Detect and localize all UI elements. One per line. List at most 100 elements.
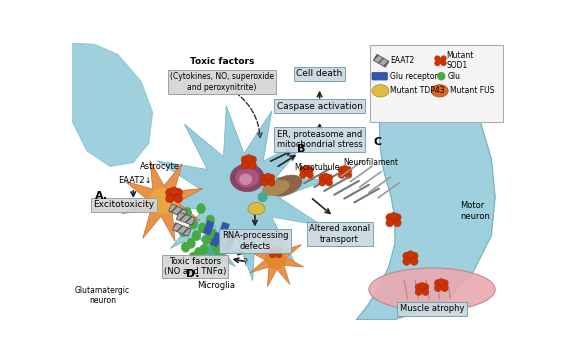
Ellipse shape bbox=[270, 247, 276, 253]
Ellipse shape bbox=[422, 289, 429, 295]
Ellipse shape bbox=[182, 242, 190, 252]
Ellipse shape bbox=[389, 212, 397, 220]
Text: Astrocyte: Astrocyte bbox=[140, 162, 180, 171]
Ellipse shape bbox=[322, 177, 329, 183]
Ellipse shape bbox=[406, 255, 414, 262]
Ellipse shape bbox=[276, 247, 282, 253]
Ellipse shape bbox=[266, 249, 285, 269]
Text: Glutamatergic
neuron: Glutamatergic neuron bbox=[75, 286, 130, 306]
Ellipse shape bbox=[214, 235, 220, 241]
Ellipse shape bbox=[174, 188, 183, 197]
Ellipse shape bbox=[300, 167, 306, 173]
Text: B: B bbox=[297, 144, 306, 154]
FancyBboxPatch shape bbox=[372, 73, 387, 80]
Ellipse shape bbox=[326, 179, 333, 186]
Ellipse shape bbox=[403, 258, 410, 265]
FancyBboxPatch shape bbox=[224, 234, 235, 249]
Ellipse shape bbox=[437, 73, 445, 80]
Ellipse shape bbox=[422, 284, 429, 290]
Ellipse shape bbox=[202, 234, 211, 244]
Text: Cell death: Cell death bbox=[297, 69, 343, 78]
Ellipse shape bbox=[183, 208, 192, 218]
Ellipse shape bbox=[431, 85, 448, 97]
Ellipse shape bbox=[345, 167, 352, 173]
Ellipse shape bbox=[435, 56, 440, 61]
Ellipse shape bbox=[389, 216, 397, 224]
Ellipse shape bbox=[197, 204, 205, 214]
Ellipse shape bbox=[245, 155, 252, 162]
Ellipse shape bbox=[319, 174, 326, 181]
Ellipse shape bbox=[410, 252, 418, 260]
Ellipse shape bbox=[435, 60, 440, 66]
Ellipse shape bbox=[270, 252, 276, 258]
Ellipse shape bbox=[230, 164, 264, 192]
Text: Toxic factors: Toxic factors bbox=[189, 57, 254, 66]
Ellipse shape bbox=[441, 56, 446, 61]
Ellipse shape bbox=[403, 252, 410, 260]
Ellipse shape bbox=[215, 250, 224, 260]
Ellipse shape bbox=[241, 156, 249, 164]
FancyBboxPatch shape bbox=[370, 45, 503, 122]
Ellipse shape bbox=[419, 283, 425, 289]
Ellipse shape bbox=[174, 194, 183, 203]
Ellipse shape bbox=[170, 187, 178, 195]
Ellipse shape bbox=[326, 174, 333, 181]
Ellipse shape bbox=[338, 172, 345, 178]
Ellipse shape bbox=[338, 167, 345, 173]
Ellipse shape bbox=[261, 174, 268, 181]
Ellipse shape bbox=[270, 175, 302, 196]
Ellipse shape bbox=[210, 236, 216, 242]
Ellipse shape bbox=[265, 173, 271, 180]
Ellipse shape bbox=[438, 58, 443, 64]
Polygon shape bbox=[122, 160, 203, 241]
Polygon shape bbox=[72, 43, 152, 166]
Ellipse shape bbox=[393, 214, 401, 221]
Ellipse shape bbox=[372, 85, 389, 97]
Ellipse shape bbox=[216, 240, 223, 246]
Ellipse shape bbox=[248, 202, 265, 215]
Ellipse shape bbox=[216, 236, 223, 242]
Ellipse shape bbox=[415, 284, 422, 290]
Text: Mutant
SOD1: Mutant SOD1 bbox=[447, 51, 474, 70]
Ellipse shape bbox=[249, 156, 256, 164]
Ellipse shape bbox=[441, 60, 446, 66]
Text: Motor
neuron: Motor neuron bbox=[460, 201, 491, 221]
Text: ?: ? bbox=[242, 258, 247, 268]
Ellipse shape bbox=[300, 172, 306, 178]
Ellipse shape bbox=[273, 246, 279, 252]
Ellipse shape bbox=[438, 282, 445, 289]
Ellipse shape bbox=[268, 174, 275, 181]
Text: Muscle atrophy: Muscle atrophy bbox=[400, 304, 464, 313]
Text: Altered axonal
transport: Altered axonal transport bbox=[309, 224, 370, 244]
Ellipse shape bbox=[345, 172, 352, 178]
FancyBboxPatch shape bbox=[176, 212, 195, 225]
Text: Mutant TDP43: Mutant TDP43 bbox=[391, 86, 445, 95]
Text: Neurofilament: Neurofilament bbox=[343, 158, 398, 167]
Polygon shape bbox=[248, 230, 304, 287]
Ellipse shape bbox=[166, 188, 174, 197]
Ellipse shape bbox=[410, 258, 418, 265]
Ellipse shape bbox=[200, 244, 209, 255]
Ellipse shape bbox=[306, 172, 314, 178]
Ellipse shape bbox=[150, 188, 175, 213]
Text: Glu: Glu bbox=[447, 72, 460, 81]
Ellipse shape bbox=[306, 167, 314, 173]
Ellipse shape bbox=[386, 219, 393, 227]
Ellipse shape bbox=[194, 247, 203, 257]
Ellipse shape bbox=[192, 230, 201, 241]
Ellipse shape bbox=[441, 285, 448, 292]
Ellipse shape bbox=[249, 161, 256, 169]
FancyBboxPatch shape bbox=[203, 221, 214, 235]
Ellipse shape bbox=[187, 238, 195, 248]
Ellipse shape bbox=[276, 252, 282, 258]
Polygon shape bbox=[152, 106, 327, 281]
Text: ER, proteasome and
mitochondrial stress: ER, proteasome and mitochondrial stress bbox=[277, 130, 362, 149]
Text: Toxic factors
(NO and TNFα): Toxic factors (NO and TNFα) bbox=[164, 257, 226, 276]
Ellipse shape bbox=[210, 240, 216, 246]
Text: C: C bbox=[374, 137, 382, 146]
FancyBboxPatch shape bbox=[219, 222, 229, 237]
Ellipse shape bbox=[258, 192, 268, 202]
Ellipse shape bbox=[406, 251, 414, 258]
Ellipse shape bbox=[393, 219, 401, 227]
Text: Microtubule: Microtubule bbox=[294, 163, 339, 172]
